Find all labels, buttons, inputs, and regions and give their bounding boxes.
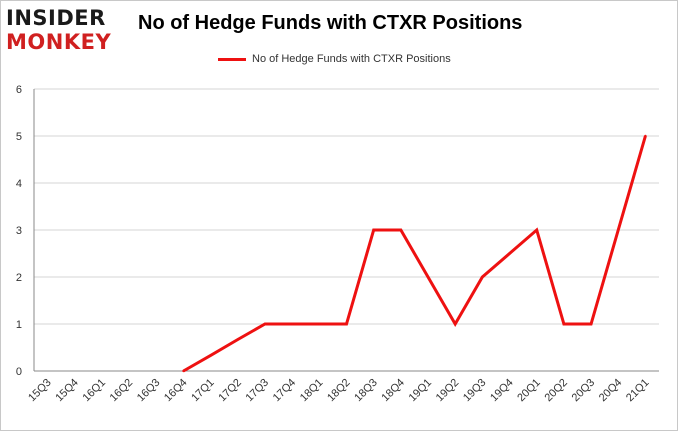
y-tick-label: 1	[16, 319, 22, 331]
data-point	[290, 322, 294, 326]
x-tick-label: 21Q1	[624, 377, 652, 405]
x-tick-label: 17Q3	[244, 377, 272, 405]
y-tick-label: 6	[16, 84, 22, 96]
y-tick-label: 3	[16, 225, 22, 237]
x-tick-label: 16Q1	[81, 377, 109, 405]
x-tick-label: 20Q3	[570, 377, 598, 405]
data-point	[263, 322, 267, 326]
y-tick-label: 0	[16, 366, 22, 378]
x-axis-ticks: 15Q3 15Q4 16Q1 16Q2 16Q3 16Q4 17Q1 17Q2 17Q3 17Q4…	[26, 377, 651, 405]
data-point	[372, 228, 375, 232]
logo-line-2: MONKEY	[6, 30, 112, 54]
x-tick-label: 19Q3	[461, 377, 489, 405]
data-point	[617, 228, 620, 232]
y-tick-label: 5	[16, 131, 22, 143]
data-point	[481, 275, 484, 279]
x-tick-label: 20Q4	[597, 377, 625, 405]
x-tick-label: 18Q3	[352, 377, 380, 405]
data-point	[182, 369, 185, 373]
x-tick-label: 17Q4	[271, 377, 299, 405]
data-point	[426, 275, 430, 279]
legend-label: No of Hedge Funds with CTXR Positions	[252, 53, 451, 65]
x-tick-label: 18Q2	[325, 377, 353, 405]
x-tick-label: 15Q4	[53, 377, 81, 405]
x-tick-label: 19Q4	[488, 377, 516, 405]
x-tick-label: 19Q2	[434, 377, 462, 405]
legend-swatch	[218, 57, 246, 61]
insider-monkey-logo: INSIDER MONKEY	[6, 6, 128, 56]
x-tick-label: 20Q1	[515, 377, 543, 405]
x-tick-label: 17Q1	[189, 377, 217, 405]
chart-title: No of Hedge Funds with CTXR Positions	[138, 12, 523, 34]
x-tick-label: 15Q3	[26, 377, 54, 405]
x-tick-label: 16Q3	[135, 377, 163, 405]
series-line-0	[182, 135, 647, 373]
series-layer	[182, 134, 647, 373]
data-point	[399, 228, 403, 232]
data-point	[453, 322, 457, 326]
x-tick-label: 19Q1	[407, 377, 435, 405]
data-point	[209, 354, 212, 357]
y-tick-label: 2	[16, 272, 22, 284]
data-point	[589, 322, 593, 326]
data-point	[345, 322, 348, 326]
data-point	[318, 322, 321, 326]
data-point	[562, 322, 566, 326]
x-tick-label: 17Q2	[216, 377, 244, 405]
x-tick-label: 20Q2	[542, 377, 570, 405]
data-point	[236, 338, 240, 341]
x-tick-label: 16Q2	[108, 377, 136, 405]
chart-legend: No of Hedge Funds with CTXR Positions	[218, 53, 451, 65]
x-tick-label: 18Q4	[379, 377, 407, 405]
x-tick-label: 16Q4	[162, 377, 190, 405]
data-point	[535, 228, 538, 232]
x-tick-label: 18Q1	[298, 377, 326, 405]
gridlines	[33, 88, 659, 372]
data-point	[644, 134, 647, 138]
y-tick-label: 4	[16, 178, 22, 190]
y-axis-ticks: 0 1 2 3 4 5 6	[16, 84, 22, 378]
data-point	[508, 252, 511, 255]
logo-line-1: INSIDER	[6, 6, 106, 30]
